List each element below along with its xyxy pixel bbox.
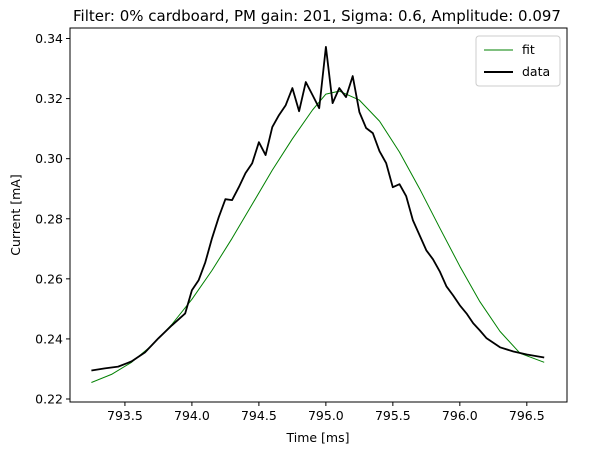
series-line-data [91, 46, 545, 372]
x-tick-label: 796.0 [442, 408, 478, 423]
y-tick-label: 0.34 [35, 31, 63, 46]
y-tick-label: 0.28 [35, 211, 63, 226]
x-tick-label: 795.0 [308, 408, 344, 423]
chart-title: Filter: 0% cardboard, PM gain: 201, Sigm… [73, 7, 561, 25]
x-axis-ticks: 793.5 794.0 794.5 795.0 795.5 796.0 796.5 [107, 402, 545, 423]
series-line-fit [91, 90, 545, 383]
x-tick-label: 794.0 [174, 408, 210, 423]
plot-series [91, 46, 545, 383]
legend-box [475, 35, 561, 87]
y-tick-label: 0.32 [35, 91, 63, 106]
legend: fit data [475, 35, 561, 87]
y-axis-label: Current [mA] [8, 174, 23, 255]
y-tick-label: 0.26 [35, 271, 63, 286]
x-axis-label: Time [ms] [285, 430, 349, 445]
legend-data-label: data [522, 64, 550, 79]
y-tick-label: 0.24 [35, 331, 63, 346]
x-tick-label: 795.5 [375, 408, 411, 423]
x-tick-label: 794.5 [241, 408, 277, 423]
plot-frame [69, 27, 568, 403]
x-tick-label: 793.5 [107, 408, 143, 423]
y-axis-ticks: 0.22 0.24 0.26 0.28 0.30 0.32 0.34 [35, 31, 70, 406]
legend-fit-label: fit [522, 42, 535, 57]
x-tick-label: 796.5 [509, 408, 545, 423]
y-tick-label: 0.30 [35, 151, 63, 166]
y-tick-label: 0.22 [35, 391, 63, 406]
